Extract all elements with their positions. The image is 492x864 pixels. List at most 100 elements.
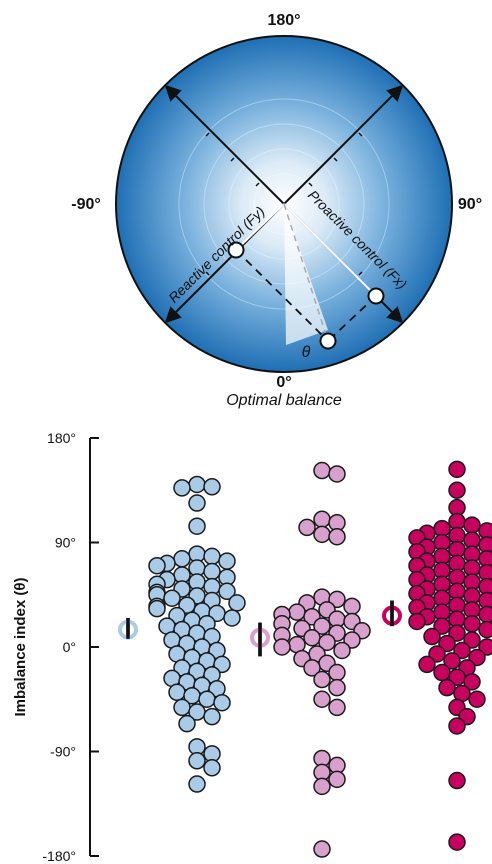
angle-label-left: -90°: [71, 196, 101, 213]
polar-diagram: 180° -90° 90° 0° Optimal balance Reactiv…: [71, 12, 482, 409]
data-point: [408, 612, 426, 631]
data-point: [448, 460, 466, 479]
optimal-line: [283, 203, 329, 342]
data-point: [463, 516, 481, 534]
data-point: [148, 599, 166, 618]
proactive-point: [367, 287, 385, 305]
data-point: [273, 638, 291, 656]
y-tick-label: -90°: [50, 744, 76, 760]
axis-line: [283, 84, 404, 205]
data-point: [313, 510, 331, 529]
data-point: [173, 479, 191, 497]
data-point: [333, 641, 351, 660]
data-point: [448, 771, 466, 790]
data-point: [448, 481, 466, 499]
data-point: [188, 775, 206, 793]
optimal-balance-caption: Optimal balance: [226, 392, 342, 409]
y-tick-label: 90°: [55, 535, 76, 551]
angle-label-top: 180°: [267, 12, 300, 29]
data-point: [213, 693, 231, 712]
data-point: [218, 582, 236, 601]
data-point: [478, 605, 492, 624]
resultant-point: [319, 332, 337, 350]
axis-ticks: [205, 132, 363, 276]
data-point: [178, 714, 196, 733]
data-point: [428, 645, 446, 663]
data-point: [318, 633, 336, 652]
y-tick-label: -180°: [42, 848, 76, 864]
data-point: [163, 589, 181, 607]
data-point: [328, 698, 346, 717]
data-point: [313, 840, 331, 858]
data-point: [328, 678, 346, 697]
data-point: [448, 833, 466, 851]
summaries: [118, 600, 402, 657]
data-point: [228, 594, 246, 612]
data-point: [448, 717, 466, 735]
data-point: [313, 461, 331, 480]
data-point: [313, 690, 331, 708]
data-point: [173, 550, 191, 568]
data-point: [213, 655, 231, 674]
data-point: [218, 552, 236, 570]
data-point: [448, 624, 466, 642]
data-point: [343, 631, 361, 649]
data-point: [203, 759, 221, 777]
data-point: [148, 556, 166, 575]
data-point: [303, 628, 321, 647]
data-point: [463, 615, 481, 633]
data-point: [313, 777, 331, 796]
projection-line: [235, 249, 329, 342]
axis-white-segment: [235, 203, 285, 251]
beeswarm-chart: 180° 90° 0° -90° -180° Imbalance index (θ): [12, 430, 492, 864]
data-point: [453, 641, 471, 660]
data-point: [223, 609, 241, 627]
data-point: [328, 590, 346, 609]
data-point: [203, 707, 221, 726]
data-point: [423, 627, 441, 646]
data-point: [188, 494, 206, 512]
data-point: [203, 547, 221, 566]
data-point: [313, 617, 331, 635]
data-point: [328, 465, 346, 483]
data-point: [343, 597, 361, 616]
reactive-point: [227, 241, 245, 259]
data-point: [328, 770, 346, 789]
data-point: [463, 631, 481, 649]
data-point: [188, 752, 206, 770]
data-point: [298, 518, 316, 537]
data-point: [313, 670, 331, 689]
angle-label-right: 90°: [458, 196, 482, 213]
data-point: [463, 673, 481, 691]
axis-white-segment: [283, 203, 377, 297]
data-point: [468, 690, 486, 708]
data-point: [438, 678, 456, 697]
data-point: [288, 603, 306, 621]
data-point: [478, 620, 492, 639]
data-point: [313, 525, 331, 544]
data-point: [188, 517, 206, 535]
angle-label-bottom: 0°: [276, 374, 291, 391]
data-point: [468, 648, 486, 667]
data-point: [203, 562, 221, 581]
data-point: [433, 663, 451, 682]
data-point: [418, 655, 436, 674]
y-axis-ticks: 180° 90° 0° -90° -180°: [42, 430, 99, 864]
projection-line: [327, 295, 377, 342]
data-point: [173, 698, 191, 717]
data-point: [438, 634, 456, 653]
data-points: [148, 460, 492, 858]
data-point: [328, 527, 346, 546]
data-point: [303, 659, 321, 677]
data-point: [433, 617, 451, 635]
data-point: [203, 478, 221, 496]
y-tick-label: 0°: [63, 639, 76, 655]
theta-symbol: θ: [302, 344, 311, 361]
axis-line: [164, 84, 285, 205]
polar-rings: [178, 98, 390, 310]
data-point: [188, 475, 206, 494]
y-axis-label: Imbalance index (θ): [12, 578, 29, 717]
data-point: [168, 683, 186, 702]
data-point: [328, 663, 346, 682]
data-point: [443, 652, 461, 670]
